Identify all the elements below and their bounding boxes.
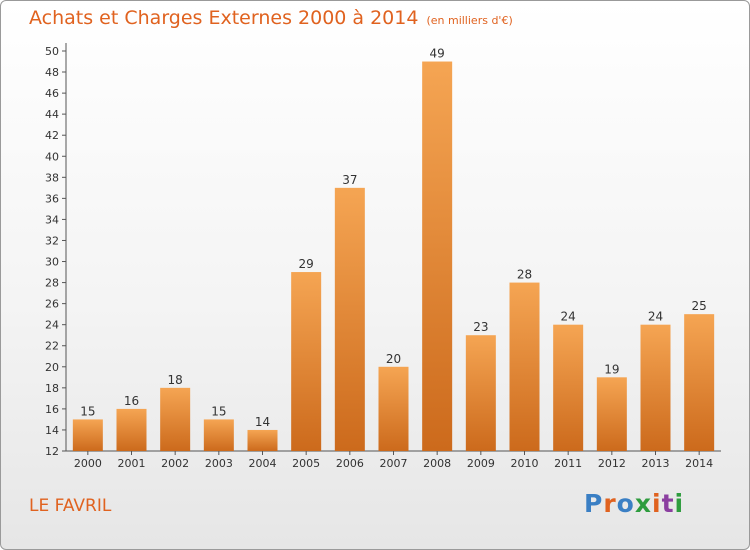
- chart-title-block: Achats et Charges Externes 2000 à 2014 (e…: [29, 7, 513, 29]
- logo-letter: x: [634, 489, 652, 518]
- bar: [160, 387, 191, 451]
- y-tick-label: 48: [45, 66, 59, 79]
- y-tick-label: 30: [45, 256, 59, 269]
- bar: [422, 61, 453, 452]
- bar-value-label: 20: [386, 352, 401, 366]
- x-tick-label: 2000: [74, 457, 102, 470]
- x-tick-label: 2012: [598, 457, 626, 470]
- bar-value-label: 15: [211, 404, 226, 418]
- y-tick-label: 12: [45, 445, 59, 458]
- y-tick-label: 38: [45, 171, 59, 184]
- chart-title: Achats et Charges Externes 2000 à 2014: [29, 7, 419, 29]
- bar: [640, 324, 671, 451]
- bar-value-label: 37: [342, 173, 357, 187]
- y-tick-label: 24: [45, 319, 59, 332]
- y-tick-label: 42: [45, 129, 59, 142]
- bar: [116, 408, 147, 451]
- bar-value-label: 14: [255, 415, 270, 429]
- bar: [553, 324, 584, 451]
- bar-value-label: 25: [692, 299, 707, 313]
- proxiti-logo: Proxiti: [584, 489, 684, 518]
- y-tick-label: 16: [45, 403, 59, 416]
- x-tick-label: 2006: [336, 457, 364, 470]
- bar-value-label: 49: [430, 47, 445, 61]
- y-tick-label: 50: [45, 45, 59, 58]
- y-tick-label: 44: [45, 108, 59, 121]
- x-tick-label: 2003: [205, 457, 233, 470]
- x-tick-label: 2011: [554, 457, 582, 470]
- y-tick-label: 36: [45, 192, 59, 205]
- y-tick-label: 14: [45, 424, 59, 437]
- x-tick-label: 2009: [467, 457, 495, 470]
- x-tick-label: 2002: [161, 457, 189, 470]
- logo-letter: t: [661, 489, 675, 518]
- bar: [247, 429, 278, 451]
- x-tick-label: 2014: [685, 457, 713, 470]
- y-tick-label: 22: [45, 340, 59, 353]
- bar: [684, 314, 715, 451]
- x-tick-label: 2013: [642, 457, 670, 470]
- x-tick-label: 2008: [423, 457, 451, 470]
- bar-value-label: 24: [561, 310, 576, 324]
- bar-value-label: 23: [473, 320, 488, 334]
- location-label: LE FAVRIL: [29, 496, 112, 516]
- bar: [72, 419, 103, 451]
- bar-value-label: 19: [604, 362, 619, 376]
- bar: [378, 366, 409, 451]
- bar-value-label: 24: [648, 310, 663, 324]
- x-tick-label: 2001: [118, 457, 146, 470]
- bar: [291, 272, 322, 451]
- y-tick-label: 20: [45, 361, 59, 374]
- bar-value-label: 18: [168, 373, 183, 387]
- logo-letter: i: [674, 489, 685, 518]
- logo-letter: r: [603, 489, 617, 518]
- x-tick-label: 2004: [249, 457, 277, 470]
- logo-letter: i: [652, 489, 662, 518]
- x-tick-label: 2007: [380, 457, 408, 470]
- y-tick-label: 32: [45, 234, 59, 247]
- chart-unit: (en milliers d'€): [426, 14, 513, 27]
- bar-value-label: 28: [517, 268, 532, 282]
- y-tick-label: 18: [45, 382, 59, 395]
- bar: [509, 282, 540, 451]
- bar: [465, 335, 496, 451]
- y-tick-label: 26: [45, 298, 59, 311]
- bar-value-label: 29: [299, 257, 314, 271]
- logo-letter: P: [584, 489, 604, 518]
- x-tick-label: 2010: [511, 457, 539, 470]
- y-tick-label: 40: [45, 150, 59, 163]
- bar: [596, 377, 627, 451]
- bar: [334, 187, 365, 451]
- logo-letter: o: [616, 489, 635, 518]
- bar-value-label: 16: [124, 394, 139, 408]
- x-tick-label: 2005: [292, 457, 320, 470]
- y-tick-label: 28: [45, 277, 59, 290]
- bar-value-label: 15: [80, 404, 95, 418]
- y-tick-label: 46: [45, 87, 59, 100]
- bar: [203, 419, 234, 451]
- y-tick-label: 34: [45, 213, 59, 226]
